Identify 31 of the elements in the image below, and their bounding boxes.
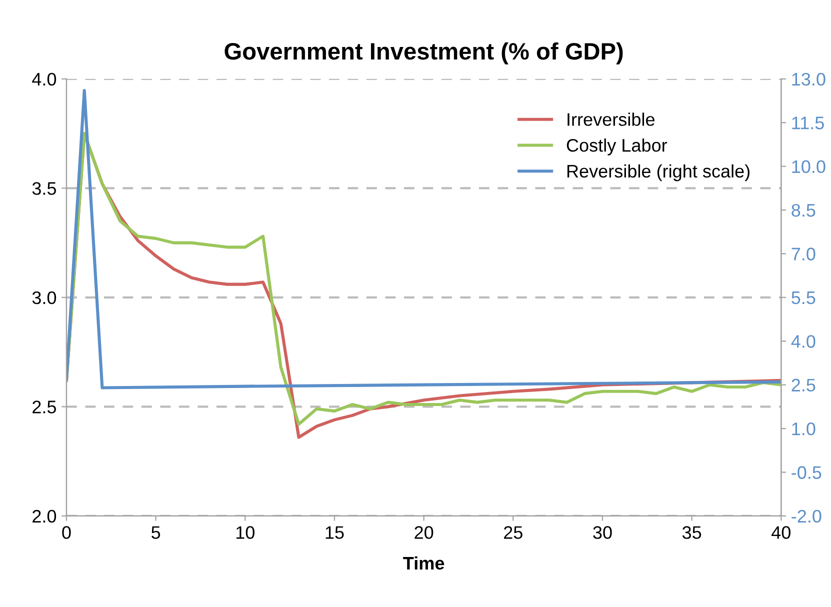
- chart-title: Government Investment (% of GDP): [224, 42, 623, 64]
- x-tick-label: 40: [772, 526, 790, 539]
- x-tick-label: 25: [504, 526, 522, 539]
- y2-tick-label: -0.5: [792, 466, 822, 479]
- y-tick-label: 2.0: [32, 510, 56, 523]
- y2-tick-label: 5.5: [792, 292, 816, 304]
- y2-tick-label: 1.0: [792, 422, 816, 436]
- y2-tick-label: 10.0: [792, 160, 826, 174]
- y2-tick-label: 7.0: [792, 248, 816, 260]
- y-tick-label: 3.0: [32, 291, 56, 304]
- y-tick-label: 4.0: [32, 72, 56, 86]
- y-tick-label: 3.5: [32, 182, 56, 195]
- y2-tick-label: 4.0: [791, 335, 816, 348]
- y-tick-label: 2.5: [32, 400, 56, 414]
- legend-label: Reversible (right scale): [567, 164, 750, 182]
- x-tick-label: 35: [682, 526, 702, 539]
- y2-tick-label: 2.5: [792, 378, 816, 392]
- x-tick-label: 20: [414, 526, 434, 539]
- x-axis-title: Time: [403, 556, 444, 570]
- x-tick-label: 30: [593, 526, 612, 539]
- x-tick-label: 15: [326, 526, 344, 539]
- line-series: [66, 89, 782, 390]
- y2-tick-label: 11.5: [792, 116, 824, 130]
- x-tick-label: 10: [236, 526, 254, 539]
- y2-tick-label: 8.5: [792, 204, 816, 217]
- x-tick-label: 5: [152, 526, 160, 539]
- y2-tick-label: -2.0: [792, 510, 822, 523]
- legend-label: Irreversible: [568, 112, 654, 126]
- legend-label: Costly Labor: [566, 138, 668, 156]
- x-tick-label: 0: [62, 526, 71, 539]
- y2-tick-label: 13.0: [792, 72, 826, 86]
